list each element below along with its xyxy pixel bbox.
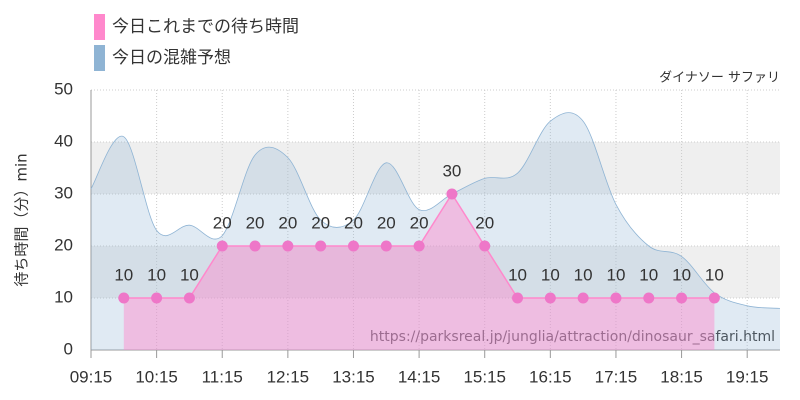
point [676,292,688,304]
y-tick-label: 20 [54,235,73,254]
y-tick-label: 50 [54,79,73,98]
value-label: 20 [278,213,297,232]
point [708,292,720,304]
point [413,240,425,252]
value-label: 20 [344,213,363,232]
value-label: 20 [246,213,265,232]
point [249,240,261,252]
point [643,292,655,304]
value-label: 20 [475,213,494,232]
value-label: 20 [311,213,330,232]
area [123,194,715,350]
value-label: 10 [147,265,166,284]
value-label: 10 [114,265,133,284]
point [544,292,556,304]
value-label: 10 [705,265,724,284]
value-label: 10 [672,265,691,284]
value-label: 10 [606,265,625,284]
value-label: 10 [574,265,593,284]
x-tick-label: 09:15 [70,367,113,386]
x-tick-label: 18:15 [660,367,703,386]
y-tick-label: 0 [64,339,73,358]
x-tick-label: 13:15 [332,367,375,386]
x-tick-label: 12:15 [267,367,310,386]
point [315,240,327,252]
value-label: 30 [442,161,461,180]
value-label: 20 [377,213,396,232]
point [347,240,359,252]
value-label: 10 [541,265,560,284]
y-tick-label: 10 [54,287,73,306]
point [512,292,524,304]
value-label: 10 [508,265,527,284]
point [610,292,622,304]
x-tick-label: 19:15 [726,367,769,386]
point [577,292,589,304]
legend-swatch [94,14,105,40]
point [216,240,228,252]
legend-label: 今日の混雑予想 [112,48,231,68]
annotation: ダイナソー サファリ [659,71,780,86]
x-tick-label: 14:15 [398,367,441,386]
value-label: 20 [213,213,232,232]
legend-swatch [94,45,105,71]
point [282,240,294,252]
x-tick-label: 11:15 [202,367,243,386]
x-tick-label: 16:15 [529,367,572,386]
legend-label: 今日これまでの待ち時間 [112,17,299,37]
y-tick-label: 30 [54,183,73,202]
point [151,292,163,304]
line [90,112,781,309]
x-tick-label: 17:15 [595,367,638,386]
y-axis-label: 待ち時間（分）min [13,153,31,286]
point [183,292,195,304]
value-label: 20 [410,213,429,232]
x-tick-label: 10:15 [135,367,178,386]
point [118,292,130,304]
value-label: 10 [639,265,658,284]
grid-band [91,142,780,194]
area [91,112,780,351]
point [446,188,458,200]
point [479,240,491,252]
value-label: 10 [180,265,199,284]
point [380,240,392,252]
watermark: https://parksreal.jp/junglia/attraction/… [370,329,775,345]
y-tick-label: 40 [54,131,73,150]
x-tick-label: 15:15 [463,367,506,386]
